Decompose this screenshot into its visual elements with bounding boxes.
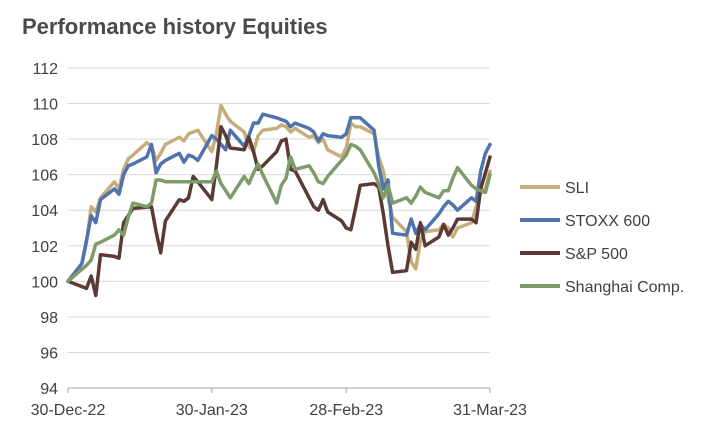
series-line-s-p-500 [66, 124, 492, 298]
chart-title: Performance history Equities [22, 14, 328, 39]
y-tick-label: 100 [31, 274, 58, 291]
legend-label-sli: SLI [565, 180, 589, 197]
y-tick-label: 104 [31, 203, 58, 220]
legend-label-stoxx-600: STOXX 600 [565, 213, 650, 230]
gridlines [68, 67, 490, 353]
series-line-sli [66, 103, 492, 284]
x-tick-label: 30-Jan-23 [176, 402, 248, 419]
x-tick-label: 31-Mar-23 [453, 402, 527, 419]
series-line-shanghai-comp [66, 142, 492, 284]
legend-label-s-p-500: S&P 500 [565, 246, 628, 263]
legend-label-shanghai-comp: Shanghai Comp. [565, 279, 684, 296]
axes: 94 96 98 100 102 104 106 108 110 112 30-Dec-22 30-J… [31, 61, 527, 419]
series-lines [66, 103, 492, 298]
legend: SLI STOXX 600 S&P 500 Shanghai Comp. [520, 180, 684, 296]
y-tick-label: 96 [40, 345, 58, 362]
y-tick-label: 112 [32, 61, 58, 78]
y-tick-label: 106 [31, 168, 58, 185]
x-tick-label: 28-Feb-23 [309, 402, 383, 419]
y-tick-label: 94 [40, 381, 58, 398]
y-tick-label: 98 [40, 310, 58, 327]
x-tick-label: 30-Dec-22 [31, 402, 106, 419]
y-tick-label: 102 [31, 239, 58, 256]
y-tick-label: 108 [31, 132, 58, 149]
y-tick-label: 110 [32, 97, 58, 114]
